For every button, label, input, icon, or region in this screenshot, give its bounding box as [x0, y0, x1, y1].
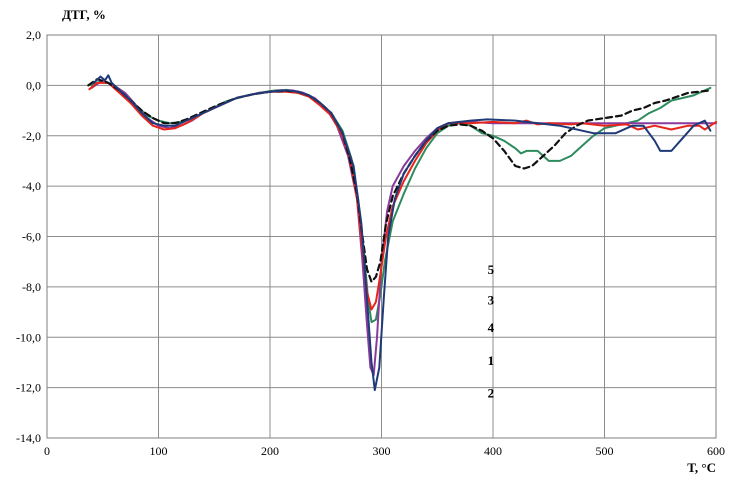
- y-tick-label: 0,0: [26, 78, 41, 92]
- plot-frame: [46, 34, 717, 439]
- curve-label-5: 5: [488, 262, 495, 277]
- y-tick-label: -6,0: [22, 230, 41, 244]
- y-tick-label: -4,0: [22, 179, 41, 193]
- y-tick-label: -2,0: [22, 129, 41, 143]
- y-tick-label: -12,0: [16, 381, 41, 395]
- y-tick-label: -10,0: [16, 330, 41, 344]
- x-tick-label: 600: [707, 444, 725, 458]
- y-tick-label: 2,0: [26, 28, 41, 42]
- y-axis-title: ДТГ, %: [62, 7, 106, 22]
- x-tick-label: 400: [484, 444, 502, 458]
- series-layer: [87, 74, 717, 392]
- series-line-2: [92, 74, 712, 392]
- x-tick-label: 500: [596, 444, 614, 458]
- y-tick-label: -14,0: [16, 431, 41, 445]
- curve-label-3: 3: [488, 292, 495, 307]
- grid: [46, 34, 717, 439]
- x-tick-labels: 0 100 200 300 400 500 600: [44, 444, 725, 458]
- x-axis-title: T, °C: [687, 460, 716, 475]
- x-tick-label: 100: [150, 444, 168, 458]
- curve-label-2: 2: [488, 386, 495, 401]
- y-tick-label: -8,0: [22, 280, 41, 294]
- curve-labels: 5 3 4 1 2: [488, 262, 495, 400]
- series-line-5: [87, 78, 712, 283]
- series-line-3: [88, 81, 717, 311]
- x-tick-label: 0: [44, 444, 50, 458]
- y-tick-labels: 2,0 0,0 -2,0 -4,0 -6,0 -8,0 -10,0 -12,0 -14,0: [16, 28, 41, 445]
- x-tick-label: 200: [261, 444, 279, 458]
- curve-label-1: 1: [488, 353, 495, 368]
- curve-label-4: 4: [488, 320, 495, 335]
- x-tick-label: 300: [373, 444, 391, 458]
